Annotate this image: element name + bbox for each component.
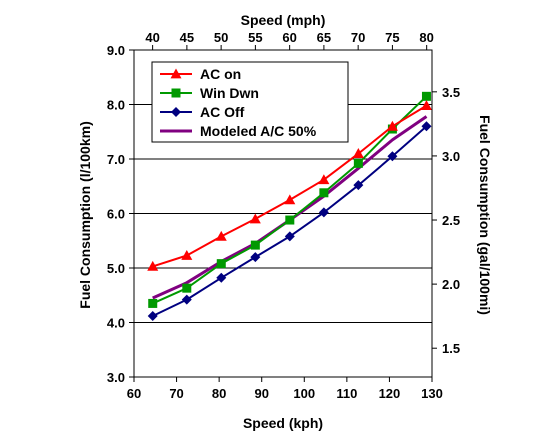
x-axis-label-bottom: Speed (kph): [243, 415, 323, 431]
y-axis-label-left: Fuel Consumption (l/100km): [77, 121, 93, 308]
legend-label: Win Dwn: [200, 85, 259, 101]
x-top-tick-label: 60: [282, 30, 296, 45]
series-modeled-a-c-50-: [152, 115, 428, 300]
data-point: [182, 283, 192, 293]
data-point: [215, 230, 227, 241]
x-top-tick-label: 40: [145, 30, 159, 45]
y-left-tick-label: 9.0: [107, 43, 125, 58]
legend-label: Modeled A/C 50%: [200, 123, 317, 139]
legend-entry: AC on: [160, 66, 241, 82]
data-point: [216, 272, 227, 283]
legend-box: [151, 61, 349, 143]
data-point: [353, 180, 364, 191]
legend-swatch-marker: [171, 88, 181, 98]
series-layer: [147, 91, 432, 321]
legend-entry: AC Off: [160, 104, 245, 120]
y-right-tick-label: 2.5: [442, 213, 460, 228]
data-point: [421, 121, 432, 132]
y-left-tick-label: 6.0: [107, 207, 125, 222]
x-top-tick-label: 45: [180, 30, 194, 45]
data-point: [181, 249, 193, 260]
x-bottom-tick-label: 70: [169, 386, 183, 401]
data-point: [352, 148, 364, 158]
data-point: [284, 231, 295, 242]
data-point: [249, 213, 261, 224]
data-point: [147, 310, 158, 321]
x-bottom-tick-label: 100: [293, 386, 315, 401]
series-ac-on: [147, 100, 432, 271]
y-left-tick-label: 3.0: [107, 370, 125, 385]
y-left-tick-label: 7.0: [107, 152, 125, 167]
legend-swatch-marker: [170, 68, 182, 79]
y-right-tick-label: 2.0: [442, 277, 460, 292]
x-bottom-tick-label: 120: [379, 386, 401, 401]
data-point: [318, 174, 330, 185]
legend-entry: Modeled A/C 50%: [160, 123, 317, 139]
x-axis-label-top: Speed (mph): [241, 12, 326, 28]
legend-label: AC on: [200, 66, 241, 82]
legend-entry: Win Dwn: [160, 85, 259, 101]
data-point: [147, 260, 159, 271]
x-top-tick-label: 75: [385, 30, 399, 45]
data-point: [284, 194, 296, 205]
x-top-tick-label: 65: [317, 30, 331, 45]
x-top-tick-label: 80: [419, 30, 433, 45]
series-line: [152, 115, 428, 300]
data-point: [250, 252, 261, 263]
y-left-tick-label: 4.0: [107, 316, 125, 331]
legend-label: AC Off: [200, 104, 245, 120]
legend-swatch-marker: [171, 107, 181, 117]
x-bottom-tick-label: 60: [127, 386, 141, 401]
data-point: [250, 240, 260, 250]
data-point: [386, 120, 398, 131]
series-ac-off: [147, 121, 432, 321]
axis-ticks: 3.0 4.0 5.0 6.0 7.0 8.0 9.0 60 70 80 90 100 110 120 13…: [107, 30, 460, 401]
x-bottom-tick-label: 90: [254, 386, 268, 401]
y-right-tick-label: 1.5: [442, 341, 460, 356]
data-point: [318, 207, 329, 218]
x-bottom-tick-label: 130: [421, 386, 443, 401]
data-point: [285, 215, 295, 225]
legend: AC on Win Dwn AC Off Modeled A/C 50%: [151, 61, 349, 143]
x-top-tick-label: 55: [248, 30, 262, 45]
data-point: [387, 151, 398, 162]
x-bottom-tick-label: 110: [336, 386, 357, 401]
y-left-tick-label: 5.0: [107, 261, 125, 276]
data-point: [420, 100, 432, 110]
data-point: [216, 259, 226, 269]
data-point: [319, 188, 329, 198]
y-right-tick-label: 3.0: [442, 149, 460, 164]
y-axis-label-right: Fuel Consumption (gal/100mi): [477, 115, 493, 315]
data-point: [421, 91, 431, 101]
data-point: [353, 158, 363, 168]
data-point: [148, 298, 158, 308]
y-right-tick-label: 3.5: [442, 85, 460, 100]
x-top-tick-label: 50: [214, 30, 228, 45]
x-top-tick-label: 70: [351, 30, 365, 45]
data-point: [181, 294, 192, 305]
y-left-tick-label: 8.0: [107, 98, 125, 113]
x-bottom-tick-label: 80: [212, 386, 226, 401]
